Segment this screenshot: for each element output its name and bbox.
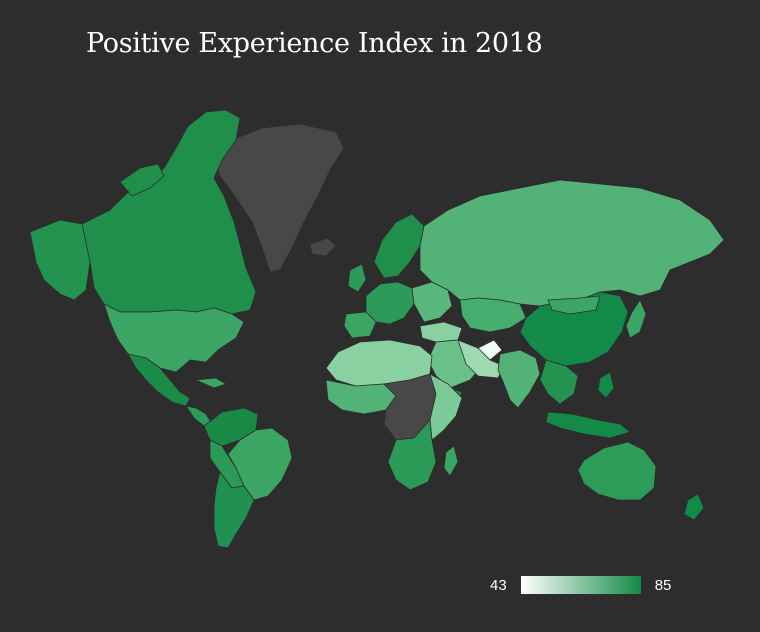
region-canada-arctic[interactable] (119, 163, 165, 197)
region-russia[interactable] (419, 179, 725, 307)
region-scandinavia[interactable] (373, 213, 425, 279)
region-iberia[interactable] (343, 311, 377, 339)
region-indonesia[interactable] (545, 411, 631, 439)
region-greenland[interactable] (213, 123, 345, 273)
region-western-europe[interactable] (365, 281, 415, 325)
region-east-africa[interactable] (429, 373, 463, 441)
region-japan[interactable] (625, 299, 647, 339)
region-southeast-asia[interactable] (539, 359, 579, 405)
region-australia[interactable] (577, 441, 657, 501)
region-central-asia[interactable] (459, 297, 527, 333)
map-title: Positive Experience Index in 2018 (86, 28, 543, 59)
region-argentina-chile[interactable] (213, 471, 255, 549)
region-caribbean[interactable] (195, 377, 227, 389)
region-mongolia[interactable] (547, 295, 601, 315)
color-legend: 43 85 (490, 576, 671, 594)
region-uk[interactable] (347, 263, 367, 293)
region-usa[interactable] (103, 303, 245, 373)
region-philippines[interactable] (597, 371, 615, 399)
region-india[interactable] (497, 349, 541, 409)
region-turkey[interactable] (419, 321, 463, 343)
legend-gradient-bar (520, 576, 641, 594)
legend-max-label: 85 (654, 576, 672, 594)
legend-min-label: 43 (490, 576, 507, 594)
region-alaska[interactable] (29, 219, 91, 301)
region-canada[interactable] (81, 109, 257, 315)
region-madagascar[interactable] (443, 445, 459, 477)
region-southern-africa[interactable] (387, 419, 437, 491)
region-iceland[interactable] (309, 237, 337, 257)
region-mexico[interactable] (127, 353, 191, 407)
region-new-zealand[interactable] (683, 493, 705, 521)
